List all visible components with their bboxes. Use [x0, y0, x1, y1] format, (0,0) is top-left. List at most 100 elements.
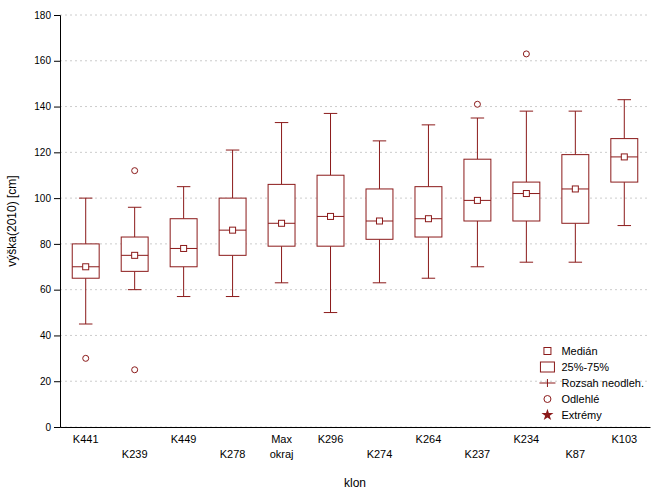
x-axis [61, 427, 651, 428]
flier [132, 168, 138, 174]
whisker-cap [226, 150, 239, 151]
x-tick-label: K441 [73, 433, 99, 445]
whisker-cap [618, 225, 631, 226]
y-tick: 60 [40, 284, 60, 295]
whisker-cap [520, 262, 533, 263]
whisker-cap [569, 111, 582, 112]
median-marker [328, 213, 334, 219]
whisker-cap [226, 296, 239, 297]
whisker-cap [471, 118, 484, 119]
whisker-cap [177, 186, 190, 187]
whisker-cap [128, 289, 141, 290]
box [72, 244, 99, 278]
y-tick-mark [54, 107, 60, 108]
legend-item: 25%-75% [540, 361, 609, 373]
whisker [85, 278, 86, 324]
y-tick-mark [54, 15, 60, 16]
y-axis: 0 20 40 60 80 100 120 140 160 180 [34, 10, 60, 433]
y-tick-label: 40 [40, 330, 52, 341]
legend-symbol [541, 409, 553, 420]
grid-line [60, 106, 650, 107]
grid-line [60, 60, 650, 61]
whisker-cap [373, 282, 386, 283]
y-tick: 120 [34, 147, 60, 158]
median-marker [474, 197, 480, 203]
median-marker [181, 245, 187, 251]
box [513, 182, 540, 221]
whisker [281, 123, 282, 185]
whisker-cap [422, 124, 435, 125]
chart: 0 20 40 60 80 100 120 140 160 180 K441K239K449K278… [0, 0, 665, 499]
grid-line [60, 289, 650, 290]
box [464, 159, 491, 221]
legend: Medián25%-75%Rozsah neodleh.OdlehléExtré… [539, 345, 644, 421]
whisker [281, 246, 282, 283]
whisker [232, 150, 233, 198]
x-axis-title: klon [344, 476, 366, 490]
whisker [183, 187, 184, 219]
whisker-cap [373, 140, 386, 141]
median-marker [425, 216, 431, 222]
y-tick: 180 [34, 10, 60, 21]
whisker-cap [177, 296, 190, 297]
legend-label: Rozsah neodleh. [561, 377, 644, 389]
legend-symbol [544, 348, 551, 355]
box-group [121, 168, 148, 373]
y-tick-mark [54, 290, 60, 291]
box-group [562, 111, 589, 262]
median-marker [621, 154, 627, 160]
whisker [624, 182, 625, 225]
median-marker [572, 186, 578, 192]
whisker-cap [275, 122, 288, 123]
box-group [219, 150, 246, 296]
boxes [72, 51, 638, 373]
y-tick-label: 20 [40, 376, 52, 387]
legend-label: Odlehlé [561, 393, 599, 405]
legend-symbol [540, 362, 554, 372]
whisker-cap [569, 262, 582, 263]
whisker [330, 113, 331, 175]
legend-item: Medián [544, 345, 598, 357]
x-tick-label: K103 [611, 433, 637, 445]
plot: 0 20 40 60 80 100 120 140 160 180 K441K239K449K278… [34, 10, 650, 460]
x-tick-label: K87 [566, 448, 586, 460]
box [611, 139, 638, 182]
y-tick-label: 180 [34, 10, 51, 21]
box-group [366, 141, 393, 283]
whisker [134, 207, 135, 237]
y-tick-label: 160 [34, 55, 51, 66]
whisker [379, 141, 380, 189]
y-tick-label: 80 [40, 239, 52, 250]
y-tick: 100 [34, 193, 60, 204]
whisker-cap [275, 282, 288, 283]
whisker [85, 198, 86, 244]
whisker [134, 271, 135, 289]
y-tick: 160 [34, 55, 60, 66]
whisker [428, 125, 429, 187]
box-group [611, 100, 638, 226]
median-marker [230, 227, 236, 233]
y-tick: 40 [40, 330, 60, 341]
box [268, 184, 295, 246]
y-tick-mark [54, 198, 60, 199]
box-group [415, 125, 442, 278]
grid [60, 15, 650, 427]
flier [474, 101, 480, 107]
whisker [183, 267, 184, 297]
grid-line [60, 427, 650, 428]
whisker [379, 239, 380, 282]
grid-line [60, 15, 650, 16]
x-tick-labels: K441K239K449K278MaxokrajK296K274K264K237… [73, 433, 637, 460]
x-tick-label: K296 [318, 433, 344, 445]
box [562, 155, 589, 224]
legend-label: 25%-75% [561, 361, 609, 373]
y-tick: 80 [40, 239, 60, 250]
whisker-cap [79, 324, 92, 325]
box [121, 237, 148, 271]
x-tick-label: K234 [514, 433, 540, 445]
box-group [170, 187, 197, 297]
median-marker [523, 191, 529, 197]
y-tick-label: 140 [34, 101, 51, 112]
y-tick-label: 0 [45, 422, 51, 433]
box-group [268, 123, 295, 283]
